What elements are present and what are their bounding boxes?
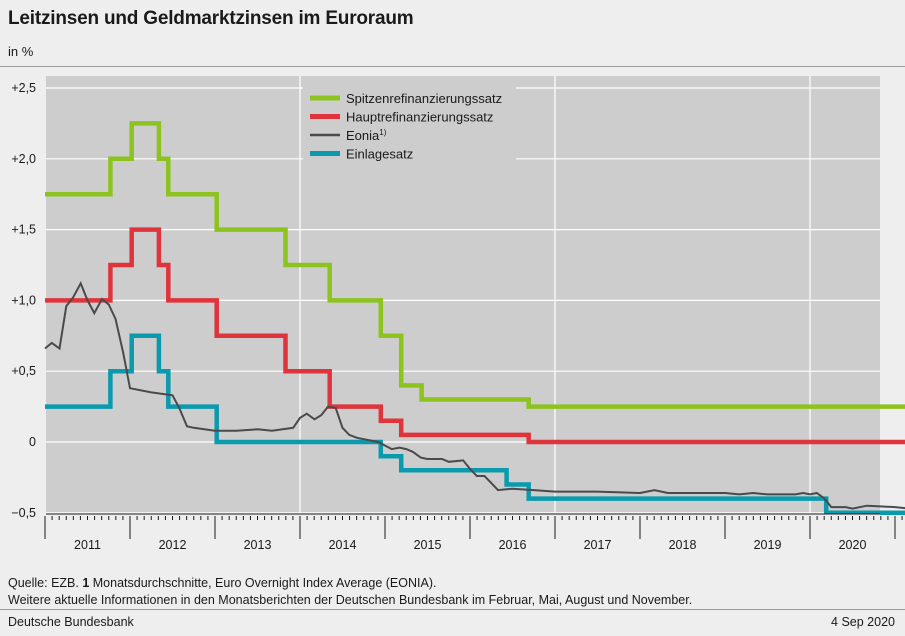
y-tick-label: +1,0 [11, 293, 36, 307]
unit-label: in % [8, 44, 34, 59]
x-tick-label: 2017 [584, 538, 612, 552]
y-tick-label: +1,5 [11, 223, 36, 237]
x-tick-label: 2011 [74, 538, 101, 552]
x-tick-label: 2020 [839, 538, 867, 552]
x-tick-label: 2015 [414, 538, 442, 552]
x-tick-label: 2014 [329, 538, 357, 552]
legend-label: Einlagesatz [346, 147, 413, 162]
series-line-eonia [44, 281, 905, 510]
legend-label: Eonia1) [346, 128, 387, 143]
y-tick-label: +0,5 [11, 364, 36, 378]
series-layer [44, 121, 905, 516]
series-line-spitzenrefinanzierungssatz [45, 121, 905, 409]
footer-divider [0, 609, 905, 610]
y-tick-label: 0 [29, 435, 36, 449]
publisher: Deutsche Bundesbank [8, 615, 134, 629]
source-note-text: Quelle: EZB. 1 Monatsdurchschnitte, Euro… [8, 576, 437, 590]
publication-date: 4 Sep 2020 [831, 615, 895, 629]
page-title: Leitzinsen und Geldmarktzinsen im Eurora… [8, 8, 414, 29]
header-divider [0, 66, 905, 67]
legend-label: Spitzenrefinanzierungssatz [346, 91, 502, 106]
series-line-einlagesatz [45, 333, 905, 516]
y-tick-label: −0,5 [11, 506, 36, 520]
legend: Spitzenrefinanzierungssatz Hauptrefinanzi… [303, 82, 516, 164]
x-tick-label: 2019 [754, 538, 782, 552]
x-tick-label: 2013 [244, 538, 272, 552]
series-line-hauptrefinanzierungssatz [45, 227, 905, 445]
chart: +2,5+2,0+1,5+1,0+0,50−0,5 2011 2012 2013 20… [11, 76, 905, 560]
y-axis-labels: +2,5 +2,0 +1,5 +1,0 +0,5 0 −0,5 [11, 81, 36, 520]
x-tick-label: 2012 [159, 538, 187, 552]
y-tick-label: +2,5 [11, 81, 36, 95]
y-tick-label: +2,0 [11, 152, 36, 166]
plot-area: +2,5+2,0+1,5+1,0+0,50−0,5 2011 2012 2013 20… [11, 76, 905, 560]
source-note: Quelle: EZB. 1 Monatsdurchschnitte, Euro… [8, 576, 436, 590]
info-note: Weitere aktuelle Informationen in den Mo… [8, 593, 693, 607]
x-tick-label: 2018 [669, 538, 697, 552]
legend-label: Hauptrefinanzierungssatz [346, 110, 493, 125]
x-axis-band [46, 514, 880, 560]
x-axis: 2011 2012 2013 2014 2015 2016 2017 2018 2019 2020 [44, 513, 903, 560]
x-tick-label: 2016 [499, 538, 527, 552]
